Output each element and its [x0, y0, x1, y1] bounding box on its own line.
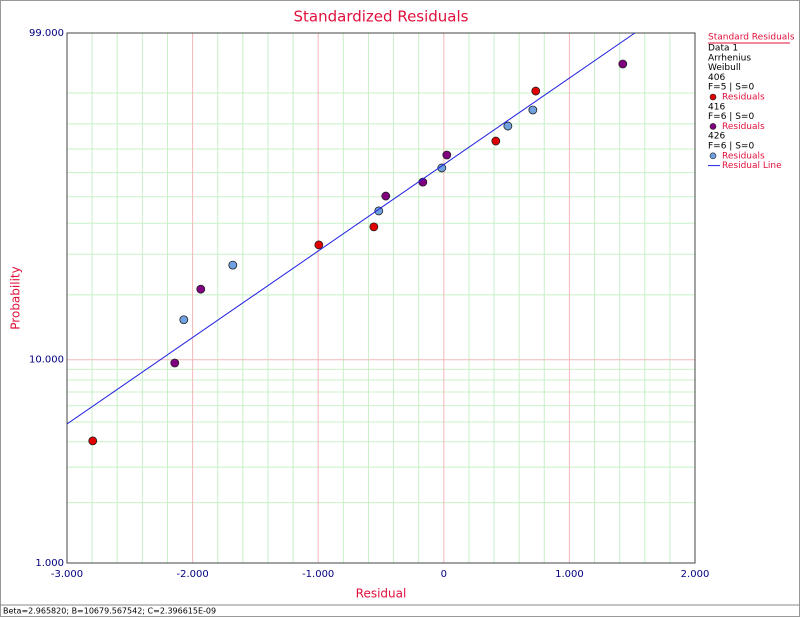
legend-line: Weibull	[708, 63, 741, 73]
data-point	[228, 260, 238, 270]
legend-stats: F=6 | S=0	[708, 112, 754, 122]
data-point	[528, 105, 538, 115]
data-point	[503, 121, 513, 131]
x-tick-label: -3.000	[51, 569, 83, 580]
data-point	[179, 315, 189, 325]
y-tick-label: 10.000	[29, 355, 64, 366]
legend-label: Residuals	[722, 122, 765, 132]
legend-swatch	[709, 93, 717, 101]
legend-group: 426	[708, 132, 725, 142]
y-tick-label: 99.000	[29, 28, 64, 39]
x-axis-label: Residual	[356, 587, 407, 601]
data-point	[531, 86, 541, 96]
data-point	[618, 59, 628, 69]
residual-line	[67, 33, 636, 425]
data-point	[369, 222, 379, 232]
x-tick-label: 0	[441, 569, 447, 580]
footer: Beta=2.965820; B=10679.567542; C=2.39661…	[3, 607, 216, 616]
legend-group: 416	[708, 102, 725, 112]
data-point	[491, 136, 501, 146]
data-point	[196, 284, 206, 294]
legend-group: 406	[708, 73, 725, 83]
y-tick-label: 1.000	[35, 558, 64, 569]
data-point	[314, 240, 324, 250]
data-point	[170, 358, 180, 368]
data-point	[381, 191, 391, 201]
x-tick-label: -1.000	[302, 569, 334, 580]
legend-swatch	[709, 123, 717, 130]
x-tick-label: -2.000	[176, 569, 208, 580]
data-point	[374, 206, 384, 216]
legend-stats: F=5 | S=0	[708, 83, 754, 93]
plot-area	[66, 32, 696, 564]
legend-label: Residuals	[722, 151, 765, 161]
chart-title: Standardized Residuals	[294, 8, 469, 26]
data-point	[88, 436, 98, 446]
legend-line: Arrhenius	[708, 53, 751, 63]
legend-swatch	[709, 152, 717, 160]
legend-label: Residuals	[722, 93, 765, 103]
data-point	[442, 150, 452, 160]
y-axis-label: Probability	[9, 266, 23, 329]
legend-stats: F=6 | S=0	[708, 142, 754, 152]
legend-title: Standard Residuals	[708, 33, 795, 43]
legend-label: Residual Line	[722, 161, 782, 171]
x-tick-label: 1.000	[555, 569, 584, 580]
legend-line: Data 1	[708, 44, 738, 54]
data-point	[437, 163, 447, 173]
x-tick-label: 2.000	[681, 569, 710, 580]
